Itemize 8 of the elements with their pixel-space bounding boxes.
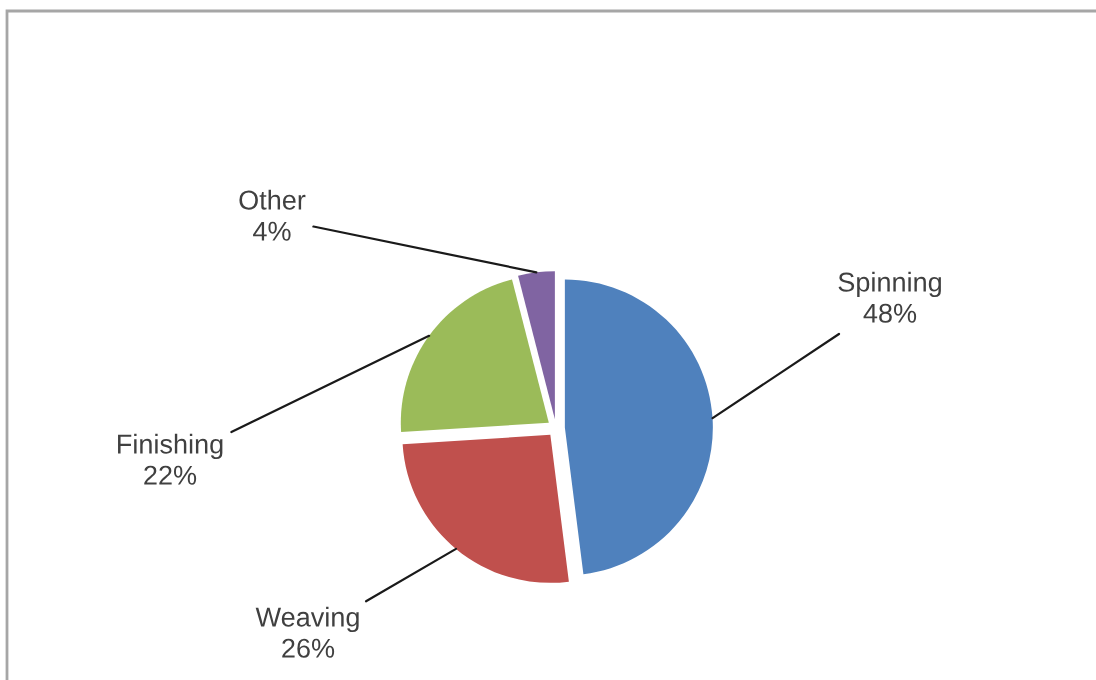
data-label: 26% (282, 638, 335, 658)
data-label: 22% (144, 465, 197, 485)
data-label: 4% (253, 221, 291, 241)
slice-label: Finishing (118, 433, 223, 460)
slice-label: Other (239, 189, 306, 210)
slice-label: Spinning (838, 271, 941, 298)
data-label: 48% (863, 303, 917, 323)
slice-label: Weaving (255, 606, 359, 633)
